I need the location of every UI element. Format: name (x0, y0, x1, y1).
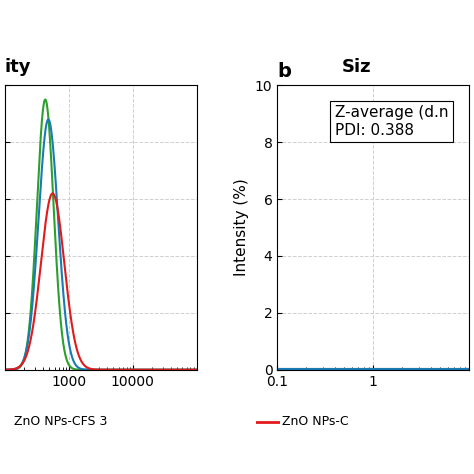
Text: ZnO NPs-C: ZnO NPs-C (282, 415, 349, 428)
Text: Siz: Siz (341, 58, 371, 76)
Y-axis label: Intensity (%): Intensity (%) (234, 179, 249, 276)
Text: Z-average (d.n
PDI: 0.388: Z-average (d.n PDI: 0.388 (335, 105, 448, 137)
Text: ity: ity (5, 58, 31, 76)
Text: b: b (277, 62, 291, 81)
Text: ZnO NPs-CFS 3: ZnO NPs-CFS 3 (14, 415, 108, 428)
